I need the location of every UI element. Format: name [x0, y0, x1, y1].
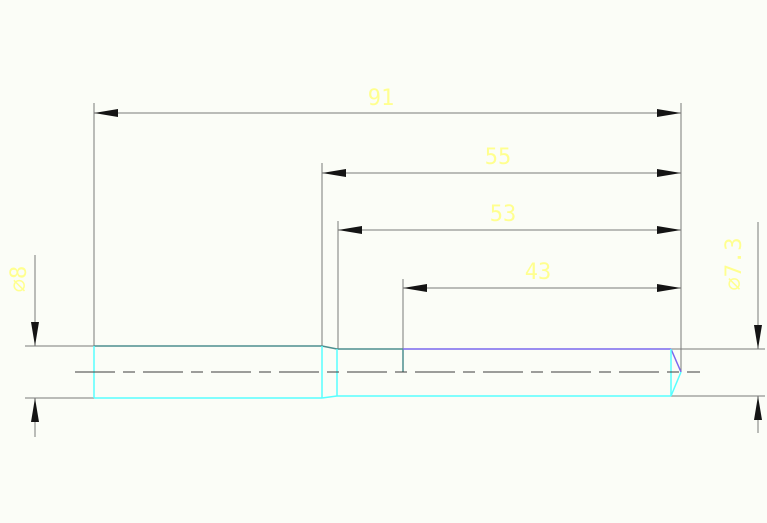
shaft-tip-chamfer-bottom[interactable] — [670, 371, 682, 397]
dimension-53-label[interactable]: 53 — [490, 202, 517, 227]
dimension-55-arrow-right — [657, 169, 681, 177]
dimension-53-arrow-left — [338, 226, 362, 234]
shaft-taper-top[interactable] — [321, 345, 338, 350]
dimension-dia73-label[interactable]: ∅7.3 — [722, 238, 747, 291]
dimension-55[interactable]: 55 — [322, 145, 681, 177]
dimension-91-arrow-left — [94, 109, 118, 117]
dimension-dia8-label[interactable]: ∅8 — [7, 266, 32, 293]
dimension-91-label[interactable]: 91 — [368, 86, 395, 111]
dimension-43-arrow-left — [403, 284, 427, 292]
dimension-55-arrow-left — [322, 169, 346, 177]
dimension-dia73-arrow-down — [754, 325, 762, 349]
dimension-53[interactable]: 53 — [338, 202, 681, 234]
dimension-dia73[interactable]: ∅7.3 — [722, 222, 762, 433]
dimension-43-arrow-right — [657, 284, 681, 292]
dimension-55-label[interactable]: 55 — [485, 145, 512, 170]
dimension-dia8-arrow-down — [31, 322, 39, 346]
extension-lines — [25, 103, 765, 399]
dimension-91-arrow-right — [657, 109, 681, 117]
dimension-dia8-arrow-up — [31, 398, 39, 422]
dimension-53-arrow-right — [657, 226, 681, 234]
shaft-taper-bottom[interactable] — [321, 395, 338, 399]
dimension-dia8[interactable]: ∅8 — [7, 255, 39, 437]
shaft-tip-chamfer-top[interactable] — [670, 348, 682, 373]
dimension-dia73-arrow-up — [754, 396, 762, 420]
dimension-43-label[interactable]: 43 — [525, 260, 552, 285]
dimension-43[interactable]: 43 — [403, 260, 681, 292]
dimension-91[interactable]: 91 — [94, 86, 681, 117]
